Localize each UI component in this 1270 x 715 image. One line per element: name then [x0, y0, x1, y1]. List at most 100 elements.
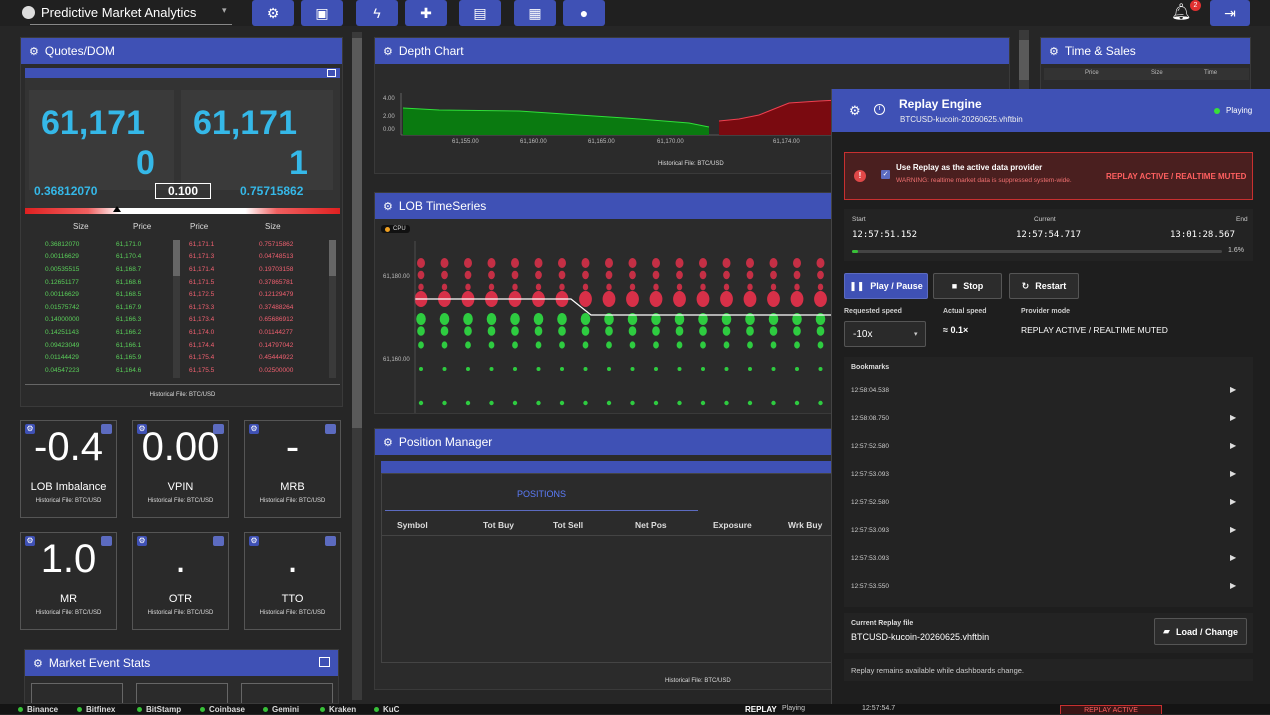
expand-icon[interactable] — [213, 424, 224, 434]
ask-scrollbar[interactable] — [329, 240, 336, 378]
exchange-item[interactable]: Gemini — [263, 704, 299, 714]
bookmark-play-icon[interactable]: ▶ — [1230, 413, 1237, 422]
gear-icon[interactable]: ⚙ — [25, 536, 35, 546]
gear-icon[interactable]: ⚙ — [25, 424, 35, 434]
play-pause-button[interactable]: ❚❚ Play / Pause — [844, 273, 928, 299]
gear-icon[interactable]: ⚙ — [137, 424, 147, 434]
expand-icon[interactable] — [325, 424, 336, 434]
layout-button[interactable]: ▦ — [514, 0, 556, 26]
replay-header: ⚙ i Replay Engine BTCUSD-kucoin-20260625… — [832, 89, 1270, 132]
settings-button[interactable]: ⚙ — [252, 0, 294, 26]
plugins-button[interactable]: ✚ — [405, 0, 447, 26]
ask-bubble — [465, 283, 471, 291]
bid-bubble — [818, 400, 823, 406]
ask-cell: 61,175.4 — [189, 354, 215, 362]
metric-source: Historical File: BTC/USD — [259, 498, 326, 504]
bid-bubble — [486, 313, 497, 325]
expand-icon[interactable] — [101, 536, 112, 546]
ask-bubble — [418, 283, 424, 291]
monitor-button[interactable]: ▣ — [301, 0, 343, 26]
ask-cell: 0.37488264 — [259, 303, 294, 311]
account-button[interactable]: ● — [563, 0, 605, 26]
replay-note-section: Replay remains available while dashboard… — [844, 659, 1253, 681]
chart-button[interactable]: ▤ — [459, 0, 501, 26]
exchange-status-icon — [18, 706, 23, 712]
gear-icon[interactable]: ⚙ — [137, 536, 147, 546]
bid-bubble — [419, 367, 423, 371]
bookmark-play-icon[interactable]: ▶ — [1230, 525, 1237, 534]
app-dropdown-icon[interactable]: ▾ — [222, 5, 227, 15]
gear-icon[interactable]: ⚙ — [33, 657, 43, 670]
bid-bubble — [627, 313, 638, 325]
bid-cell: 0.00116629 — [45, 291, 79, 299]
gear-icon[interactable]: ⚙ — [383, 45, 393, 58]
exchange-status-icon — [374, 706, 379, 712]
expand-icon[interactable] — [319, 657, 330, 667]
ask-cell: 0.19703158 — [259, 265, 294, 273]
top-bar: Predictive Market Analytics ▾ ⚙ ▣ ϟ ✚ ▤ … — [0, 0, 1270, 26]
stop-button[interactable]: ■ Stop — [933, 273, 1002, 299]
ask-bubble — [700, 283, 706, 291]
restart-icon: ↻ — [1021, 280, 1030, 291]
depth-y-tick: 4.00 — [383, 96, 395, 102]
ask-depth-area — [719, 99, 859, 135]
info-icon[interactable]: i — [874, 104, 885, 115]
bid-bubble — [722, 326, 731, 336]
gear-icon[interactable]: ⚙ — [249, 536, 259, 546]
bell-icon[interactable]: 🔔︎ — [1171, 4, 1192, 21]
gear-icon[interactable]: ⚙ — [383, 436, 393, 449]
restart-button[interactable]: ↻ Restart — [1009, 273, 1079, 299]
position-manager-panel: ⚙ Position Manager POSITIONS Symbol Tot B… — [374, 428, 835, 690]
expand-icon[interactable] — [213, 536, 224, 546]
bid-bubble — [770, 341, 777, 349]
ask-bubble — [629, 283, 636, 291]
use-replay-checkbox[interactable]: ✓ — [881, 170, 890, 179]
ask-bubble — [770, 270, 777, 280]
requested-speed-select[interactable]: -10x ▾ — [844, 321, 926, 347]
metric-label: TTO — [281, 593, 304, 605]
bookmark-time: 12:57:53.550 — [851, 583, 889, 590]
expand-icon[interactable] — [325, 536, 336, 546]
ask-bubble — [673, 291, 686, 307]
ask-cell: 0.65686912 — [259, 316, 294, 324]
bid-size: 0.36812070 — [34, 184, 98, 198]
bookmark-play-icon[interactable]: ▶ — [1230, 553, 1237, 562]
tab-positions[interactable]: POSITIONS — [517, 489, 567, 499]
gear-icon[interactable]: ⚙ — [249, 424, 259, 434]
exchange-item[interactable]: BitStamp — [137, 704, 181, 714]
gear-icon[interactable]: ⚙ — [29, 45, 39, 58]
bid-bubble — [794, 341, 800, 349]
ask-bubble — [464, 258, 472, 268]
bolt-button[interactable]: ϟ — [356, 0, 398, 26]
expand-icon[interactable] — [327, 69, 336, 77]
ask-cell: 61,175.5 — [189, 366, 215, 374]
gear-icon[interactable]: ⚙ — [1049, 45, 1059, 58]
position-title: Position Manager — [398, 435, 493, 449]
replay-progress-track[interactable] — [852, 250, 1222, 253]
bid-cell: 0.01144429 — [45, 354, 79, 362]
right-scrollbar[interactable] — [1019, 30, 1029, 90]
lob-y-tick: 61,160.00 — [383, 357, 410, 363]
ask-bubble — [769, 258, 778, 268]
bid-bubble — [604, 313, 614, 325]
logout-button[interactable]: ⇥ — [1210, 0, 1250, 26]
bookmark-play-icon[interactable]: ▶ — [1230, 385, 1237, 394]
expand-icon[interactable] — [101, 424, 112, 434]
exchange-item[interactable]: Kraken — [320, 704, 356, 714]
exchange-item[interactable]: KuC — [374, 704, 399, 714]
bid-scrollbar[interactable] — [173, 240, 180, 378]
bookmark-play-icon[interactable]: ▶ — [1230, 441, 1237, 450]
exchange-item[interactable]: Coinbase — [200, 704, 245, 714]
gear-icon[interactable]: ⚙ — [383, 200, 393, 213]
bookmark-play-icon[interactable]: ▶ — [1230, 497, 1237, 506]
logout-icon: ⇥ — [1224, 4, 1236, 21]
dom-row: 0.00116629 61,170.4 61,171.3 0.04748513 — [21, 251, 344, 264]
bookmark-play-icon[interactable]: ▶ — [1230, 581, 1237, 590]
exchange-item[interactable]: Binance — [18, 704, 58, 714]
main-scrollbar[interactable] — [352, 32, 362, 700]
ask-bubble — [464, 270, 472, 280]
load-change-button[interactable]: ▰ Load / Change — [1154, 618, 1247, 645]
gear-icon[interactable]: ⚙ — [849, 103, 861, 118]
exchange-item[interactable]: Bitfinex — [77, 704, 115, 714]
bookmark-play-icon[interactable]: ▶ — [1230, 469, 1237, 478]
